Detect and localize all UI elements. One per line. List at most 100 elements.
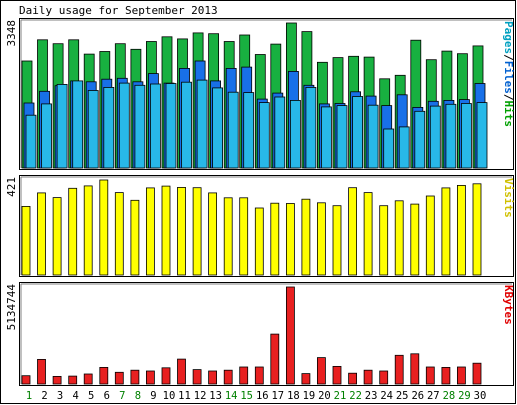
visits-panel-box [19, 175, 514, 277]
visits-panel-bar-visits-day-22 [348, 187, 358, 276]
kbytes-panel-bar-kbytes-day-6 [99, 366, 109, 385]
x-tick-label-day-24: 24 [380, 390, 393, 402]
kbytes-panel-bar-kbytes-day-18 [285, 286, 295, 385]
hits-panel-bar-pages-day-2 [41, 103, 52, 169]
visits-panel-bar-visits-day-18 [285, 203, 295, 276]
visits-panel-bar-visits-day-29 [456, 184, 466, 276]
hits-panel-bar-pages-day-1 [25, 114, 37, 169]
hits-panel-bar-pages-day-6 [103, 87, 115, 169]
visits-panel-bar-visits-day-7 [114, 192, 124, 276]
visits-panel-bar-visits-day-23 [363, 192, 373, 276]
kbytes-panel-bar-kbytes-day-27 [425, 366, 435, 385]
x-tick-label-day-2: 2 [41, 390, 47, 402]
x-tick-label-day-5: 5 [88, 390, 94, 402]
hits-panel-bar-pages-day-18 [289, 100, 301, 169]
x-tick-label-day-6: 6 [104, 390, 110, 402]
hits-panel-bar-pages-day-24 [383, 128, 395, 169]
hits-panel-bar-pages-day-26 [414, 110, 426, 169]
kbytes-panel-bar-kbytes-day-28 [441, 366, 451, 385]
hits-panel-bar-pages-day-8 [134, 84, 146, 169]
hits-panel-bar-pages-day-30 [476, 102, 488, 169]
hits-panel-legend-part-1: / [502, 54, 515, 61]
kbytes-panel-bar-kbytes-day-12 [192, 369, 202, 385]
visits-panel-bar-visits-day-16 [254, 207, 264, 276]
x-tick-label-day-16: 16 [256, 390, 269, 402]
x-tick-label-day-9: 9 [150, 390, 156, 402]
x-tick-label-day-19: 19 [303, 390, 316, 402]
hits-panel-bar-pages-day-9 [149, 83, 161, 169]
kbytes-panel-ymax-label: 5134744 [5, 284, 18, 331]
hits-panel-bar-pages-day-29 [460, 103, 472, 169]
hits-panel-legend-part-0: Pages [502, 21, 515, 54]
visits-panel-ymax-label: 421 [5, 177, 18, 197]
visits-panel-bar-visits-day-4 [68, 187, 78, 276]
visits-panel-bar-visits-day-6 [99, 179, 109, 276]
hits-panel-bar-pages-day-3 [56, 84, 68, 169]
x-tick-label-day-18: 18 [287, 390, 300, 402]
x-tick-label-day-14: 14 [225, 390, 238, 402]
kbytes-panel-legend-part-0: KBytes [502, 285, 515, 325]
kbytes-panel-bar-kbytes-day-13 [208, 370, 218, 385]
visits-panel-bar-visits-day-8 [130, 199, 140, 276]
chart-title: Daily usage for September 2013 [19, 4, 218, 17]
hits-panel-bar-pages-day-4 [72, 80, 84, 169]
x-tick-label-day-20: 20 [318, 390, 331, 402]
kbytes-panel-bar-kbytes-day-14 [223, 369, 233, 385]
hits-panel-bar-pages-day-28 [445, 103, 457, 169]
visits-panel-bar-visits-day-25 [394, 200, 404, 276]
kbytes-panel-bar-kbytes-day-26 [410, 353, 420, 385]
kbytes-panel-bar-kbytes-day-30 [472, 362, 482, 385]
hits-panel-bar-pages-day-17 [274, 96, 286, 169]
hits-panel-bar-pages-day-12 [196, 79, 208, 169]
kbytes-panel-bar-kbytes-day-19 [301, 373, 311, 385]
kbytes-panel-bar-kbytes-day-15 [239, 366, 249, 385]
kbytes-panel-bar-kbytes-day-4 [68, 375, 78, 385]
hits-panel-bar-pages-day-27 [429, 105, 441, 169]
x-tick-label-day-22: 22 [349, 390, 362, 402]
kbytes-panel-bar-kbytes-day-1 [21, 375, 31, 385]
visits-panel-bar-visits-day-14 [223, 197, 233, 276]
visits-panel-bar-visits-day-5 [83, 185, 93, 276]
kbytes-panel-bar-kbytes-day-24 [379, 370, 389, 385]
kbytes-panel-bar-kbytes-day-7 [114, 371, 124, 385]
x-tick-label-day-21: 21 [334, 390, 347, 402]
kbytes-panel-bar-kbytes-day-8 [130, 369, 140, 385]
x-tick-label-day-1: 1 [26, 390, 32, 402]
hits-panel-bar-pages-day-16 [258, 102, 270, 169]
x-tick-label-day-7: 7 [119, 390, 125, 402]
kbytes-panel-bar-kbytes-day-25 [394, 354, 404, 385]
kbytes-panel-bar-kbytes-day-3 [52, 375, 62, 385]
visits-panel-bar-visits-day-21 [332, 205, 342, 276]
visits-panel-bar-visits-day-10 [161, 185, 171, 276]
visits-panel-bar-visits-day-28 [441, 187, 451, 276]
x-tick-label-day-3: 3 [57, 390, 63, 402]
kbytes-panel-bar-kbytes-day-5 [83, 373, 93, 385]
kbytes-panel-box [19, 282, 514, 386]
visits-panel-bar-visits-day-1 [21, 205, 31, 276]
visits-panel-bar-visits-day-26 [410, 203, 420, 276]
hits-panel-bar-pages-day-23 [367, 104, 379, 169]
x-tick-label-day-29: 29 [458, 390, 471, 402]
kbytes-panel-bar-kbytes-day-9 [145, 370, 155, 385]
hits-panel-bar-pages-day-25 [398, 126, 410, 169]
x-tick-label-day-25: 25 [396, 390, 409, 402]
visits-panel-bar-visits-day-3 [52, 197, 62, 276]
hits-panel-legend-label: Pages/Files/Hits [502, 21, 515, 127]
hits-panel-bar-pages-day-20 [320, 106, 332, 169]
hits-panel-ymax-label: 3348 [5, 20, 18, 47]
x-tick-label-day-12: 12 [194, 390, 207, 402]
kbytes-panel-bar-kbytes-day-17 [270, 333, 280, 385]
x-tick-label-day-10: 10 [163, 390, 176, 402]
visits-panel-bar-visits-day-15 [239, 197, 249, 276]
x-tick-label-day-8: 8 [135, 390, 141, 402]
kbytes-panel-legend-label: KBytes [502, 285, 515, 325]
visits-panel-bar-visits-day-9 [145, 187, 155, 276]
kbytes-panel-bar-kbytes-day-2 [37, 358, 46, 385]
x-tick-label-day-11: 11 [178, 390, 191, 402]
x-tick-label-day-26: 26 [411, 390, 424, 402]
visits-panel-bar-visits-day-27 [425, 195, 435, 276]
visits-panel-bar-visits-day-20 [316, 202, 326, 276]
kbytes-panel-bar-kbytes-day-20 [316, 357, 326, 385]
hits-panel-bar-pages-day-11 [181, 81, 192, 169]
